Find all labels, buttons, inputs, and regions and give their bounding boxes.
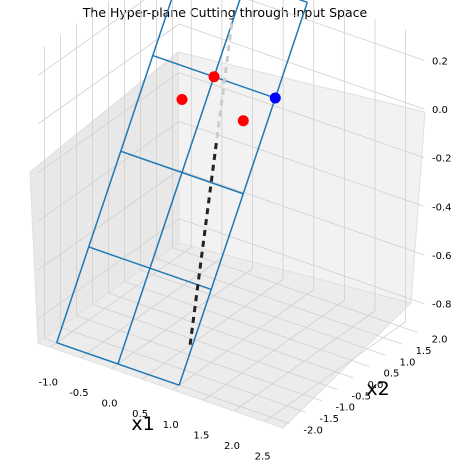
x-tick-label: 0.5 [132,409,148,420]
z-tick-label: -0.8 [432,300,452,311]
dashed-line-segment [198,262,203,269]
z-tick-label: 0.2 [432,56,448,67]
dashed-line-segment [215,131,220,139]
dashed-line-segment [229,23,234,30]
dashed-line-segment [218,110,223,117]
x-tick-label: 1.5 [193,430,209,441]
dashed-line-segment [216,121,221,128]
grid-z-left [37,121,180,222]
tick-labels: -1.0-0.50.00.51.01.52.02.5-2.0-1.5-1.0-0… [38,56,451,462]
dashed-line-segment [212,153,217,161]
dashed-line-segment [194,295,199,302]
x-tick-label: 1.0 [163,420,179,431]
wireframe-row [298,0,308,4]
x-tick-label: 2.0 [224,441,240,452]
dashed-line-segment [206,197,211,204]
grid-z-back [178,23,425,110]
y-tick-label: -2.0 [303,425,323,436]
z-tick-label: 0.0 [432,105,448,116]
blue-point [269,92,281,104]
y-tick-label: 1.5 [416,346,432,357]
dashed-line-segment [211,164,215,171]
dashed-line-segment [205,208,210,215]
dashed-line-segment [197,273,201,280]
dashed-line-segment [208,186,213,193]
dashed-line-segment [228,34,232,41]
grid-z-left [37,0,145,76]
grid-y-floor [124,281,370,368]
grid-z-back [178,120,425,207]
dashed-line-segment [223,66,228,74]
wireframe-col [117,0,241,365]
grid-z-left [37,72,180,173]
x-axis-label: x1 [131,413,154,435]
dashed-line-segment [225,55,230,63]
dashed-line-segment [191,316,196,324]
dashed-line-segment [190,327,194,334]
dashed-line-segment [209,175,214,182]
data-layer [55,0,309,386]
wireframe-col [178,2,309,386]
y-tick-label: 0.0 [368,380,384,391]
grid-z-left [37,218,180,319]
z-tick-label: -0.4 [432,202,452,213]
dashed-line-segment [226,45,231,52]
y-tick-label: -1.0 [335,403,355,414]
red-point [208,71,220,83]
grid-z-back [178,72,425,159]
z-tick-label: -0.2 [432,154,452,165]
y-axis-label: x2 [366,378,389,400]
red-point [237,115,249,127]
x-tick-label: 0.0 [102,399,118,410]
grid-y-floor [60,326,306,413]
dashed-line-segment [214,142,218,150]
dashed-line-segment [201,240,206,248]
grid-y-floor [172,247,418,333]
y-tick-label: -1.5 [319,414,339,425]
x-tick-label: -0.5 [69,388,89,399]
dashed-line-segment [219,99,224,106]
dashed-line-segment [199,251,204,258]
y-tick-label: 2.0 [432,335,448,346]
grid-z-back [178,218,425,305]
dashed-line-segment [222,77,227,85]
grid-y-floor [108,292,354,379]
grid-z-left [37,23,180,125]
dashed-line-segment [204,218,208,226]
x-tick-label: 2.5 [255,452,271,463]
y-tick-label: 0.5 [384,369,400,380]
grid-y-floor [156,258,402,345]
x-tick-label: -1.0 [38,377,58,388]
grid-z-left [37,169,180,271]
grid-y-floor [140,269,386,356]
grid-z-back [178,169,425,256]
dashed-line-segment [195,284,200,291]
y-tick-label: -0.5 [351,391,371,402]
dashed-line-segment [221,88,225,95]
dashed-line-segment [202,229,207,237]
dashed-line-segment [192,305,197,313]
y-tick-label: 1.0 [400,357,416,368]
grid-y-floor [76,315,322,402]
grid-lines [37,0,425,424]
z-tick-label: -0.6 [432,251,452,262]
dashed-line-segment [188,338,193,345]
floor-pane [36,242,412,429]
wireframe-col [55,0,173,343]
red-point [176,94,188,105]
